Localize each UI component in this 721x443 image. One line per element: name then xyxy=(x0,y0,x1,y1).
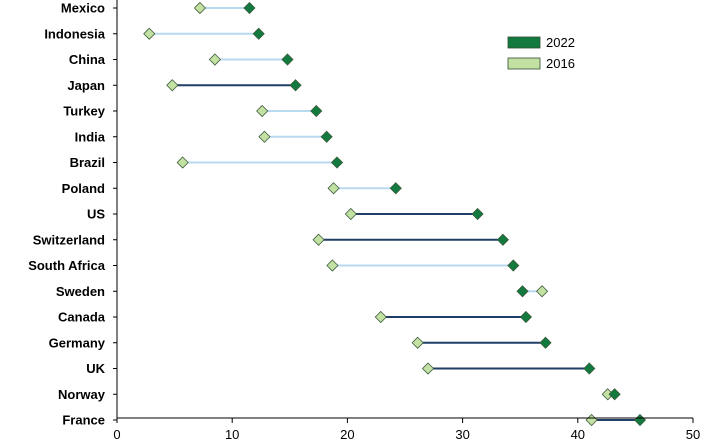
category-label: Japan xyxy=(67,78,105,93)
marker-2016 xyxy=(421,362,435,375)
marker-2016 xyxy=(326,259,339,272)
marker-2022 xyxy=(633,413,647,427)
category-label: Canada xyxy=(58,310,106,325)
marker-2016 xyxy=(193,1,207,15)
category-label: France xyxy=(62,413,105,428)
marker-2022 xyxy=(320,130,333,143)
category-label: Norway xyxy=(58,387,106,402)
marker-2016 xyxy=(208,53,221,66)
marker-2022 xyxy=(243,1,256,15)
x-tick-label: 50 xyxy=(686,427,700,442)
marker-2016 xyxy=(585,413,598,427)
legend-swatch-2022 xyxy=(507,36,541,49)
category-label: Turkey xyxy=(63,104,105,119)
marker-2022 xyxy=(330,156,344,169)
marker-2016 xyxy=(411,336,424,349)
marker-2022 xyxy=(516,285,529,298)
legend-swatch-2016 xyxy=(507,57,541,70)
x-tick-label: 40 xyxy=(571,427,585,442)
marker-2022 xyxy=(289,79,302,92)
marker-2016 xyxy=(312,233,325,246)
category-label: Indonesia xyxy=(44,26,105,41)
x-tick-label: 30 xyxy=(455,427,469,442)
x-tick-label: 10 xyxy=(225,427,239,442)
category-label: US xyxy=(87,207,105,222)
category-label: India xyxy=(75,129,106,144)
marker-2022 xyxy=(252,27,265,40)
category-label: Brazil xyxy=(70,155,105,170)
x-tick-label: 0 xyxy=(113,427,120,442)
marker-2016 xyxy=(344,207,357,221)
marker-2016 xyxy=(256,104,269,118)
marker-2016 xyxy=(374,310,387,324)
marker-2022 xyxy=(507,259,520,272)
category-label: Sweden xyxy=(56,284,105,299)
marker-2022 xyxy=(281,53,294,66)
marker-2022 xyxy=(496,233,509,246)
category-label: UK xyxy=(86,361,105,376)
marker-2022 xyxy=(389,182,402,195)
category-label: Mexico xyxy=(61,1,105,16)
category-label: Poland xyxy=(62,181,105,196)
x-tick-label: 20 xyxy=(340,427,354,442)
marker-2016 xyxy=(327,182,340,195)
legend-label: 2016 xyxy=(546,56,575,71)
marker-2022 xyxy=(471,207,484,221)
legend-label: 2022 xyxy=(546,35,575,50)
marker-2022 xyxy=(583,362,596,375)
marker-2022 xyxy=(310,104,323,118)
marker-2016 xyxy=(536,285,549,298)
category-label: China xyxy=(69,52,106,67)
marker-2022 xyxy=(539,336,552,349)
marker-2016 xyxy=(258,130,271,143)
marker-2022 xyxy=(608,388,621,401)
category-labels: Mexico Indonesia China Japan Turkey India Braz… xyxy=(28,1,117,428)
category-label: South Africa xyxy=(28,258,106,273)
marker-2016 xyxy=(166,79,179,92)
marker-2016 xyxy=(176,156,189,169)
marker-2016 xyxy=(143,27,156,40)
x-axis: 0 10 20 30 40 50 xyxy=(113,417,700,442)
marker-2022 xyxy=(519,310,533,324)
data-markers xyxy=(143,1,647,427)
category-label: Germany xyxy=(49,335,106,350)
legend: 2022 2016 xyxy=(507,35,575,71)
category-label: Switzerland xyxy=(33,232,105,247)
